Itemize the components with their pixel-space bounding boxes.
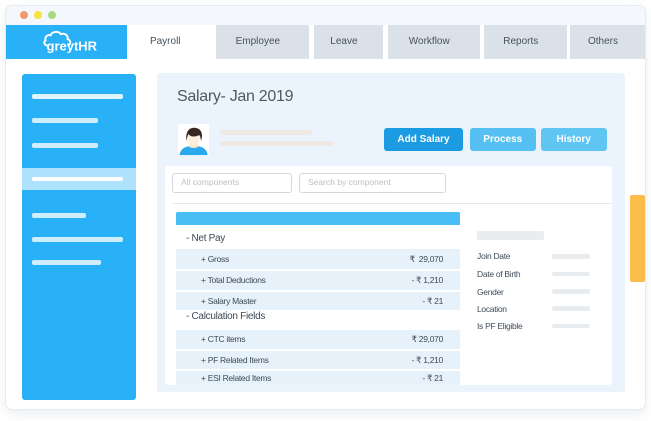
- svg-text:greytHR: greytHR: [47, 38, 98, 53]
